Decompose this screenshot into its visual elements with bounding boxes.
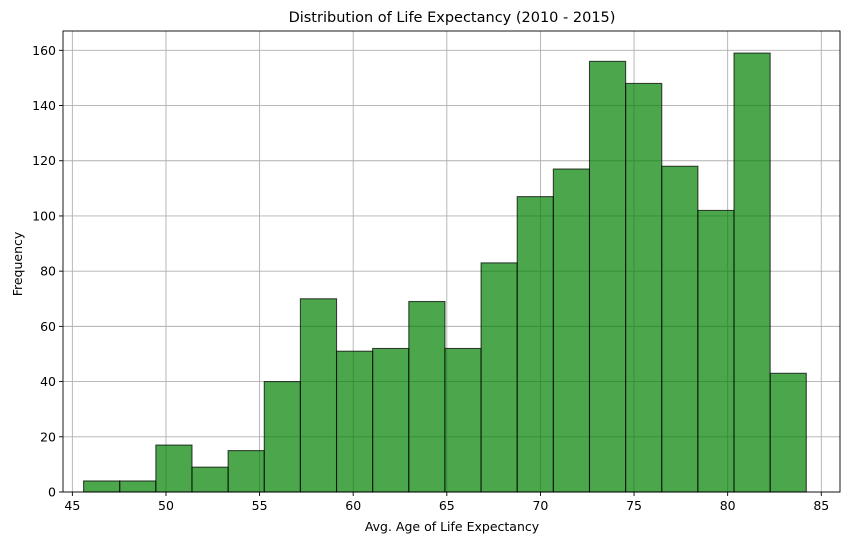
histogram-bar <box>299 298 338 493</box>
histogram-bar <box>444 347 482 493</box>
y-tick-label: 40 <box>40 374 56 389</box>
histogram-bar <box>119 480 157 493</box>
bars-layer <box>83 52 807 493</box>
x-tick-label: 55 <box>252 498 268 513</box>
x-tick-label: 70 <box>532 498 548 513</box>
x-tick-label: 85 <box>813 498 829 513</box>
y-tick-label: 100 <box>32 208 56 223</box>
histogram-bar <box>480 262 518 493</box>
histogram-bar <box>263 381 301 493</box>
y-tick-label: 60 <box>40 319 56 334</box>
histogram-bar <box>83 480 121 493</box>
y-axis-label: Frequency <box>10 231 25 296</box>
x-tick-label: 80 <box>720 498 736 513</box>
histogram-bar <box>516 196 554 493</box>
y-tick-label: 80 <box>40 264 56 279</box>
histogram-bar <box>625 82 663 493</box>
x-tick-label: 75 <box>626 498 642 513</box>
y-tick-label: 120 <box>32 153 56 168</box>
histogram-bar <box>227 450 265 493</box>
plot-frame <box>62 30 841 493</box>
y-tick-label: 140 <box>32 98 56 113</box>
histogram-bar <box>335 350 374 493</box>
x-tick-label: 45 <box>64 498 80 513</box>
chart-title: Distribution of Life Expectancy (2010 - … <box>289 10 616 26</box>
x-axis-label: Avg. Age of Life Expectancy <box>365 519 540 534</box>
histogram-bar <box>191 466 229 493</box>
histogram-bar <box>769 372 807 493</box>
x-tick-label: 60 <box>345 498 361 513</box>
histogram-bar <box>408 300 446 493</box>
axes-layer: 45 50 55 60 65 70 75 80 85 0 20 40 60 80 100 120 140 160 <box>32 30 841 513</box>
histogram-bar <box>372 347 410 493</box>
y-tick-label: 160 <box>32 43 56 58</box>
y-tick-label: 0 <box>48 485 56 500</box>
histogram-bar <box>661 165 699 493</box>
y-tick-label: 20 <box>40 429 56 444</box>
histogram-bar <box>155 444 193 493</box>
histogram-bar <box>733 52 771 493</box>
histogram-bar <box>697 209 735 493</box>
x-tick-label: 50 <box>158 498 174 513</box>
histogram-bar <box>588 60 627 493</box>
histogram-bar <box>552 168 591 493</box>
x-tick-label: 65 <box>439 498 455 513</box>
